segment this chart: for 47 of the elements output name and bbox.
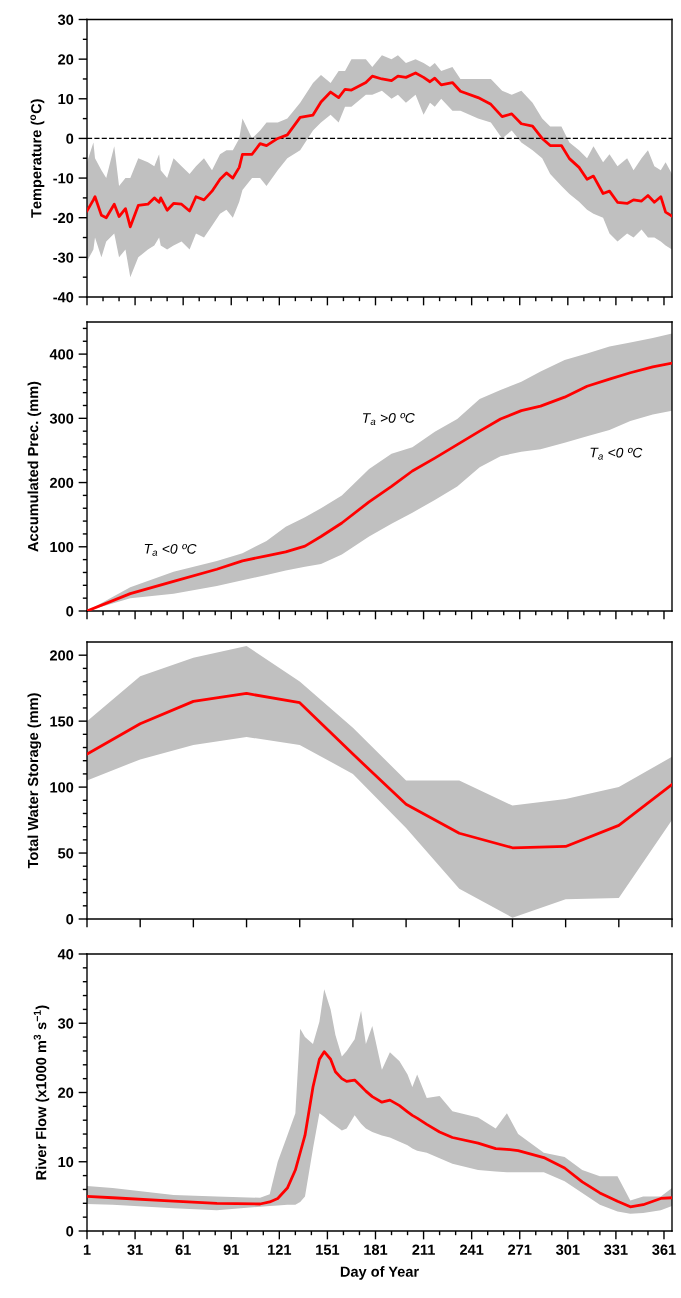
x-tick-label: 61 — [175, 1244, 191, 1255]
line-series — [87, 1050, 672, 1209]
line-series — [87, 71, 672, 229]
y-axis-title: Total Water Storage (mm) — [27, 693, 42, 869]
line-series — [87, 692, 672, 850]
y-axis-title: Accumulated Prec. (mm) — [27, 381, 42, 552]
y-tick-label: 200 — [49, 650, 74, 661]
x-tick-label: 151 — [316, 1244, 340, 1255]
x-tick-label: 121 — [268, 1244, 292, 1255]
x-tick-label: 271 — [508, 1244, 532, 1255]
x-tick-label: 241 — [460, 1244, 484, 1255]
y-tick-label: 0 — [66, 133, 74, 144]
y-axis-title: River Flow (x1000 m$^{3}$ s$^{−1}$) — [33, 1005, 50, 1180]
y-tick-label: 10 — [58, 1156, 74, 1168]
y-tick-label: 0 — [66, 606, 74, 617]
annotation: T$_{a}$ <0 ºC — [144, 543, 197, 556]
y-tick-label: 200 — [49, 477, 74, 488]
y-tick-label: 50 — [58, 848, 74, 859]
annotation: T$_{a}$ >0 ºC — [363, 412, 415, 425]
x-tick-label: 1 — [83, 1244, 91, 1255]
y-tick-label: -40 — [53, 292, 74, 303]
y-tick-label: 0 — [66, 914, 74, 925]
x-tick-label: 211 — [412, 1244, 435, 1255]
y-tick-label: 0 — [66, 1226, 74, 1237]
y-tick-label: 100 — [50, 782, 74, 793]
y-tick-label: -10 — [53, 173, 74, 184]
y-tick-label: 30 — [57, 14, 74, 25]
y-tick-label: 30 — [57, 1018, 74, 1029]
x-tick-label: 331 — [604, 1244, 628, 1255]
y-tick-label: 300 — [49, 413, 74, 424]
y-tick-label: -30 — [53, 252, 74, 263]
y-tick-label: 20 — [58, 1087, 74, 1098]
y-tick-label: 20 — [58, 54, 74, 65]
annotation: T$_{a}$ <0 ºC — [590, 447, 643, 460]
y-tick-label: 150 — [50, 716, 74, 727]
y-tick-label: 100 — [50, 541, 74, 553]
y-axis-title: Temperature ($^{o}$C) — [30, 99, 45, 218]
x-axis-title: Day of Year — [340, 1266, 419, 1280]
y-tick-label: -20 — [53, 212, 74, 224]
x-tick-label: 181 — [364, 1244, 388, 1255]
x-tick-label: 361 — [652, 1244, 676, 1255]
x-tick-label: 91 — [223, 1244, 239, 1255]
y-tick-label: 400 — [49, 349, 74, 360]
y-tick-label: 40 — [57, 949, 74, 960]
y-tick-label: 10 — [58, 93, 74, 105]
x-tick-label: 31 — [127, 1244, 143, 1255]
x-tick-label: 301 — [555, 1244, 580, 1255]
